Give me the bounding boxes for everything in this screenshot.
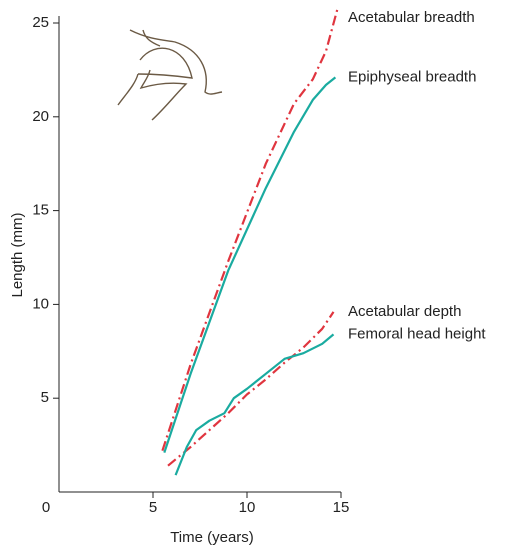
- series-line: [167, 311, 335, 467]
- y-tick-label: 25: [32, 14, 49, 31]
- y-tick-label: 15: [32, 202, 49, 219]
- y-axis-label: Length (mm): [9, 212, 26, 297]
- series-line: [161, 9, 339, 452]
- x-tick-label: 15: [333, 499, 350, 516]
- series-label: Epiphyseal breadth: [348, 68, 476, 85]
- x-tick-label: 10: [239, 499, 256, 516]
- series-label: Acetabular depth: [348, 303, 461, 320]
- y-tick-label: 10: [32, 295, 49, 312]
- hip-icon: [117, 29, 223, 121]
- y-tick-label: 5: [41, 389, 49, 406]
- series-label: Acetabular breadth: [348, 9, 475, 26]
- x-axis-label: Time (years): [170, 529, 254, 546]
- x-tick-label: 5: [149, 499, 157, 516]
- y-tick-label: 20: [32, 108, 49, 125]
- series-line: [174, 333, 335, 476]
- series-line: [163, 76, 337, 453]
- x-tick-label: 0: [42, 499, 50, 516]
- series-label: Femoral head height: [348, 325, 486, 342]
